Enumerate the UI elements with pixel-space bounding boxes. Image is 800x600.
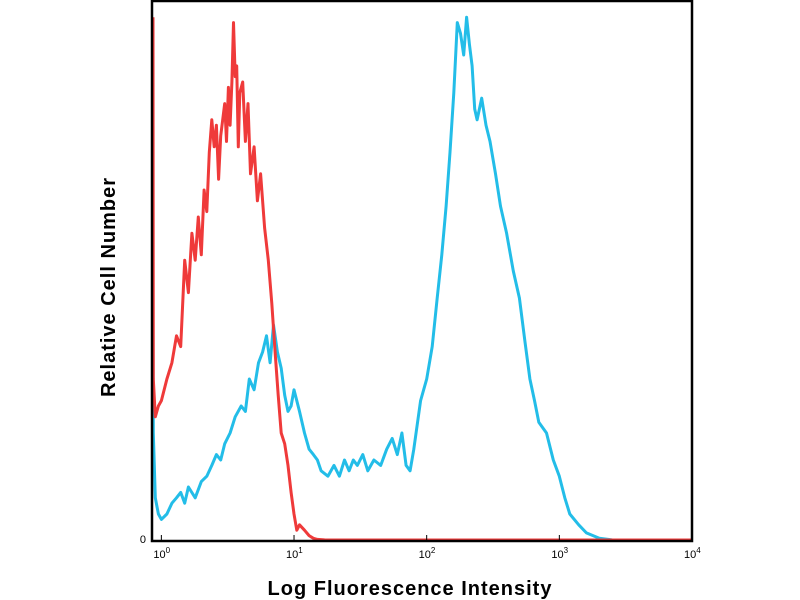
series-layer — [151, 15, 691, 542]
x-tick-label: 104 — [684, 546, 701, 561]
series-line-control — [151, 17, 691, 542]
x-tick-label: 100 — [153, 546, 170, 561]
x-tick-label: 102 — [419, 546, 436, 561]
x-tick-label: 103 — [551, 546, 568, 561]
series-line-stained — [151, 15, 691, 542]
tick-layer: 100 101 102 103 104 0 — [140, 534, 701, 561]
y-tick-label: 0 — [140, 534, 146, 546]
x-tick-label: 101 — [286, 546, 303, 561]
plot-frame — [150, 0, 694, 543]
x-axis-title: Log Fluorescence Intensity — [268, 578, 553, 600]
y-axis-title: Relative Cell Number — [98, 177, 120, 397]
